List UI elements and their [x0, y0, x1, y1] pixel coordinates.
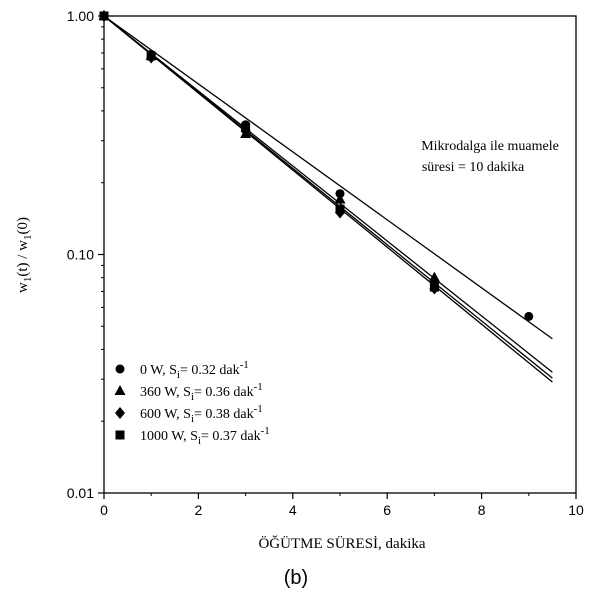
y-label-end: (0) — [15, 217, 31, 235]
panel-label: (b) — [284, 567, 308, 589]
legend-marker-circle — [115, 364, 125, 374]
fit-line-triangle — [103, 15, 553, 373]
x-axis-label: ÖĞÜTME SÜRESİ, dakika — [258, 535, 425, 552]
data-point-square — [241, 123, 251, 133]
y-tick-label: 0.10 — [67, 247, 94, 263]
annotation-line-1: Mikrodalga ile muamele — [421, 139, 559, 154]
fit-line-square — [103, 15, 553, 379]
y-label-sub-2: 1 — [22, 234, 34, 240]
legend-label: 0 W, Si= 0.32 dak-1 — [140, 359, 249, 381]
x-tick-label: 10 — [568, 502, 584, 518]
y-label-sub-1: 1 — [22, 277, 34, 283]
axis-ticks: 0 2 4 6 8 10 0.01 0.10 1.00 — [67, 8, 584, 518]
y-axis-label: w1(t) / w1(0) — [15, 217, 34, 293]
x-tick-label: 0 — [100, 502, 108, 518]
legend-marker-triangle — [114, 385, 126, 395]
legend-label: 360 W, Si= 0.36 dak-1 — [140, 381, 263, 403]
data-point-square — [429, 282, 439, 292]
data-point-square — [335, 204, 345, 214]
data-point-circle — [524, 311, 534, 321]
data-point-square — [146, 51, 156, 61]
x-tick-label: 2 — [195, 502, 203, 518]
x-tick-label: 8 — [478, 502, 486, 518]
data-point-triangle — [334, 193, 346, 204]
legend-label: 600 W, Si= 0.38 dak-1 — [140, 403, 263, 425]
y-label-mid: (t) / w — [15, 240, 31, 277]
y-tick-label: 0.01 — [67, 485, 94, 501]
data-point-square — [99, 11, 109, 21]
y-label-w: w — [15, 282, 31, 293]
legend-marker-square — [115, 430, 125, 440]
x-tick-label: 4 — [289, 502, 297, 518]
fit-lines — [103, 15, 553, 383]
fit-line-circle — [103, 15, 553, 340]
annotation-line-2: süresi = 10 dakika — [422, 160, 525, 175]
data-point-triangle — [428, 271, 440, 282]
data-points — [98, 10, 534, 321]
y-tick-label: 1.00 — [67, 8, 94, 24]
legend-marker-diamond — [115, 407, 125, 419]
x-tick-label: 6 — [383, 502, 391, 518]
legend-label: 1000 W, Si= 0.37 dak-1 — [140, 425, 270, 447]
